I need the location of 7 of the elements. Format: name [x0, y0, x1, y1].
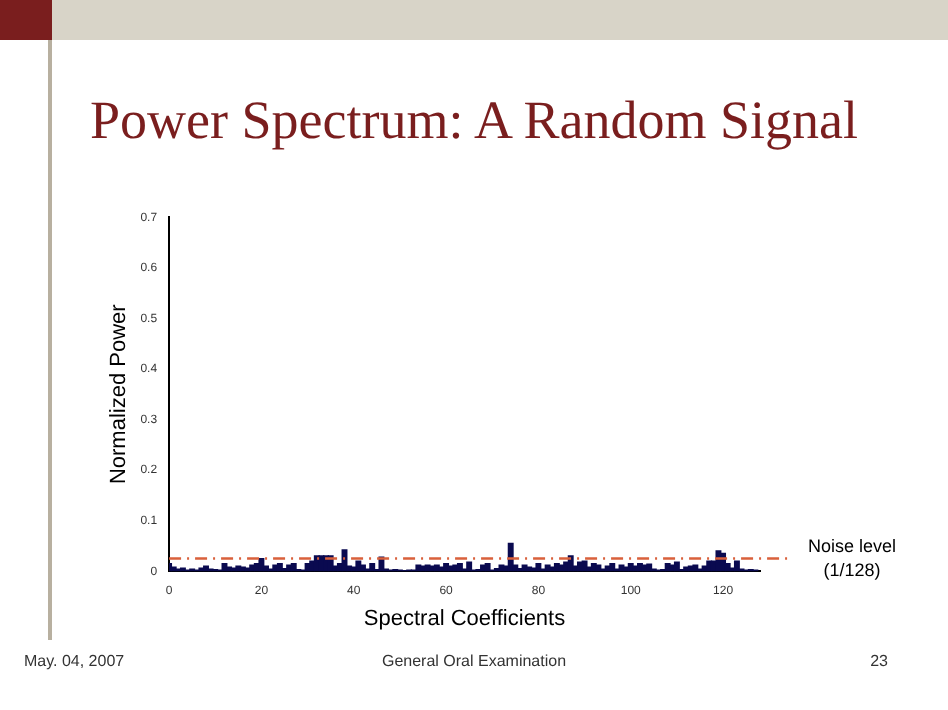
text: General Oral Examination: [381, 652, 567, 670]
text: 23: [870, 652, 888, 670]
chart-title: Power Spectrum: A Random Signal: [88, 90, 860, 152]
x-axis-title: Spectral Coefficients: [363, 606, 567, 631]
y-axis-title: Normalized Power: [107, 303, 132, 485]
ref-line-label: Noise level (1/128): [807, 535, 897, 580]
text: May. 04, 2007: [24, 652, 125, 670]
